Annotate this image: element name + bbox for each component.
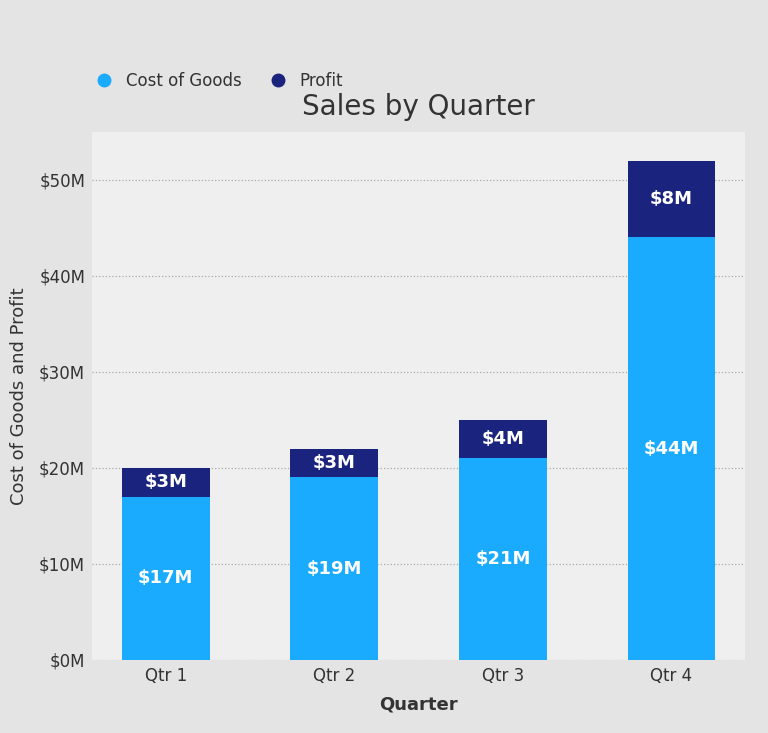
Title: Sales by Quarter: Sales by Quarter (302, 93, 535, 121)
Bar (122, 496, 210, 660)
Text: $3M: $3M (144, 474, 187, 491)
Text: $21M: $21M (475, 550, 531, 568)
Text: $3M: $3M (313, 454, 356, 472)
Text: $44M: $44M (644, 440, 699, 457)
Text: $19M: $19M (306, 559, 362, 578)
Legend: Cost of Goods, Profit: Cost of Goods, Profit (88, 72, 343, 89)
Text: $17M: $17M (138, 569, 194, 587)
Bar (459, 420, 547, 458)
Bar (290, 477, 378, 660)
Text: $8M: $8M (650, 190, 693, 208)
Bar (122, 468, 210, 496)
Bar (290, 449, 378, 477)
X-axis label: Quarter: Quarter (379, 696, 458, 714)
Y-axis label: Cost of Goods and Profit: Cost of Goods and Profit (10, 287, 28, 504)
Bar (627, 161, 715, 237)
Text: $4M: $4M (482, 430, 525, 448)
Bar (627, 237, 715, 660)
Bar (459, 458, 547, 660)
